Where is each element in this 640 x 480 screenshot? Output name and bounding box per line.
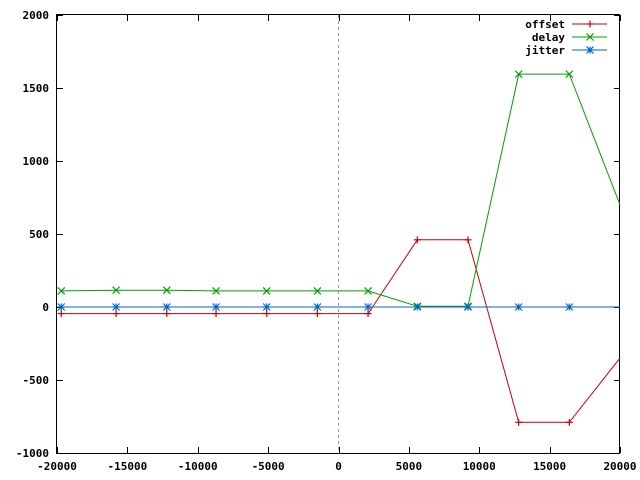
legend-label-offset: offset [525, 18, 565, 31]
jitter-point [565, 303, 574, 311]
jitter-point [413, 303, 422, 311]
offset-point [565, 418, 573, 426]
jitter-point [514, 303, 523, 311]
y-tick-label: 0 [42, 301, 49, 314]
offset-point [212, 310, 220, 318]
x-tick-label: -20000 [37, 460, 77, 473]
offset-point [57, 310, 65, 318]
y-tick-label: 500 [29, 228, 49, 241]
x-tick-label: -10000 [178, 460, 218, 473]
delay-point [514, 70, 523, 79]
offset-point [112, 310, 120, 318]
y-tick-label: 1500 [23, 82, 50, 95]
delay-point [364, 287, 372, 295]
offset-point [464, 236, 472, 244]
legend-label-delay: delay [532, 31, 565, 44]
y-tick-label: 2000 [23, 9, 50, 22]
y-tick-label: -500 [23, 374, 50, 387]
offset-line [61, 239, 621, 423]
jitter-point [262, 303, 271, 311]
delay-line [61, 73, 621, 307]
delay-point [112, 286, 121, 295]
legend-label-jitter: jitter [525, 44, 565, 57]
jitter-point [464, 303, 472, 311]
y-tick-label: 1000 [23, 155, 50, 168]
x-tick-label: 0 [335, 460, 342, 473]
x-tick-label: -5000 [252, 460, 285, 473]
offset-point [163, 310, 171, 318]
legend-marker-offset [586, 20, 594, 28]
y-tick-label: -1000 [16, 447, 49, 460]
series-offset [57, 236, 621, 426]
delay-point [313, 287, 322, 295]
jitter-point [364, 303, 372, 311]
x-tick-label: 15000 [533, 460, 566, 473]
offset-point [263, 310, 271, 318]
x-tick-label: 20000 [603, 460, 636, 473]
delay-point [162, 286, 171, 295]
x-tick-labels: -20000 -15000 -10000 -5000 0 5000 10000 15000 20… [37, 460, 636, 473]
jitter-point [212, 303, 220, 311]
x-tick-label: -15000 [108, 460, 148, 473]
legend-marker-delay [586, 33, 594, 41]
offset-point [515, 418, 523, 426]
jitter-point [112, 303, 121, 311]
jitter-point [313, 303, 322, 311]
delay-point [565, 70, 574, 79]
legend-marker-jitter [586, 46, 594, 54]
delay-point [262, 287, 271, 295]
offset-point [413, 236, 421, 244]
x-tick-label: 5000 [396, 460, 423, 473]
delay-point [212, 287, 220, 295]
jitter-point [162, 303, 171, 311]
offset-point [313, 310, 321, 318]
series-jitter [57, 303, 620, 311]
delay-point [57, 287, 66, 295]
y-tick-labels: -1000 -500 0 500 1000 1500 2000 [16, 9, 49, 460]
offset-point [364, 310, 372, 318]
series-layer [57, 70, 621, 426]
jitter-point [57, 303, 66, 311]
x-tick-label: 10000 [463, 460, 496, 473]
